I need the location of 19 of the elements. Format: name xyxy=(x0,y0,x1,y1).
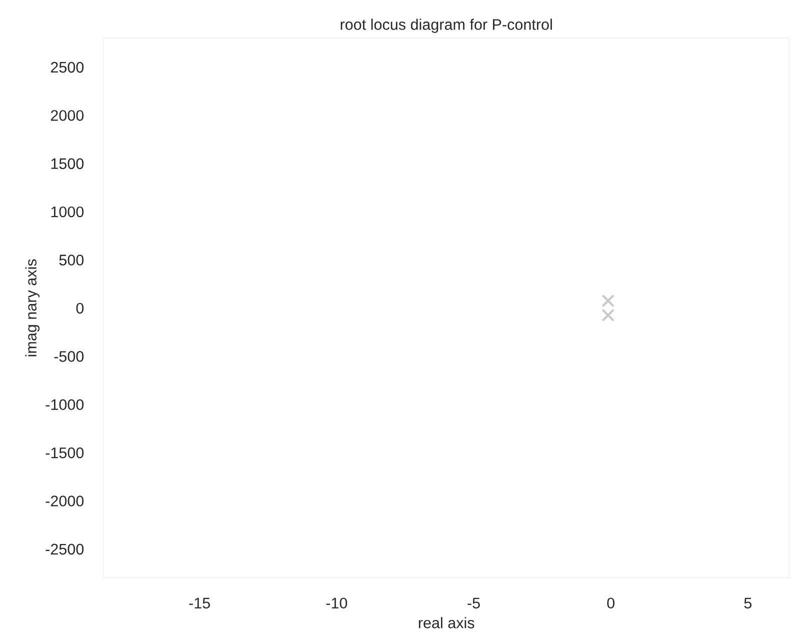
x-axis-title: real axis xyxy=(418,617,474,628)
x-tick-label: -15 xyxy=(189,598,210,609)
y-axis-title: imag nary axis xyxy=(25,259,40,356)
y-tick-label: 1500 xyxy=(51,158,84,170)
y-tick-label: -500 xyxy=(54,351,84,362)
x-tick-label: -10 xyxy=(326,598,348,609)
y-tick-label: -1500 xyxy=(46,447,84,458)
chart-title: root locus diagram for P-control xyxy=(340,18,552,33)
y-tick-label: -2000 xyxy=(46,496,84,506)
y-tick-label: 1000 xyxy=(51,206,84,218)
y-tick-label: 500 xyxy=(59,254,84,266)
y-tick-label: -1000 xyxy=(46,399,84,410)
x-tick-label: -5 xyxy=(468,598,480,609)
y-tick-label: 2000 xyxy=(50,110,84,121)
y-tick-label: 2500 xyxy=(50,62,84,73)
y-tick-label: 0 xyxy=(76,302,84,314)
x-tick-label: 0 xyxy=(607,598,614,609)
y-tick-label: -2500 xyxy=(46,544,84,555)
x-tick-label: 5 xyxy=(744,598,752,609)
